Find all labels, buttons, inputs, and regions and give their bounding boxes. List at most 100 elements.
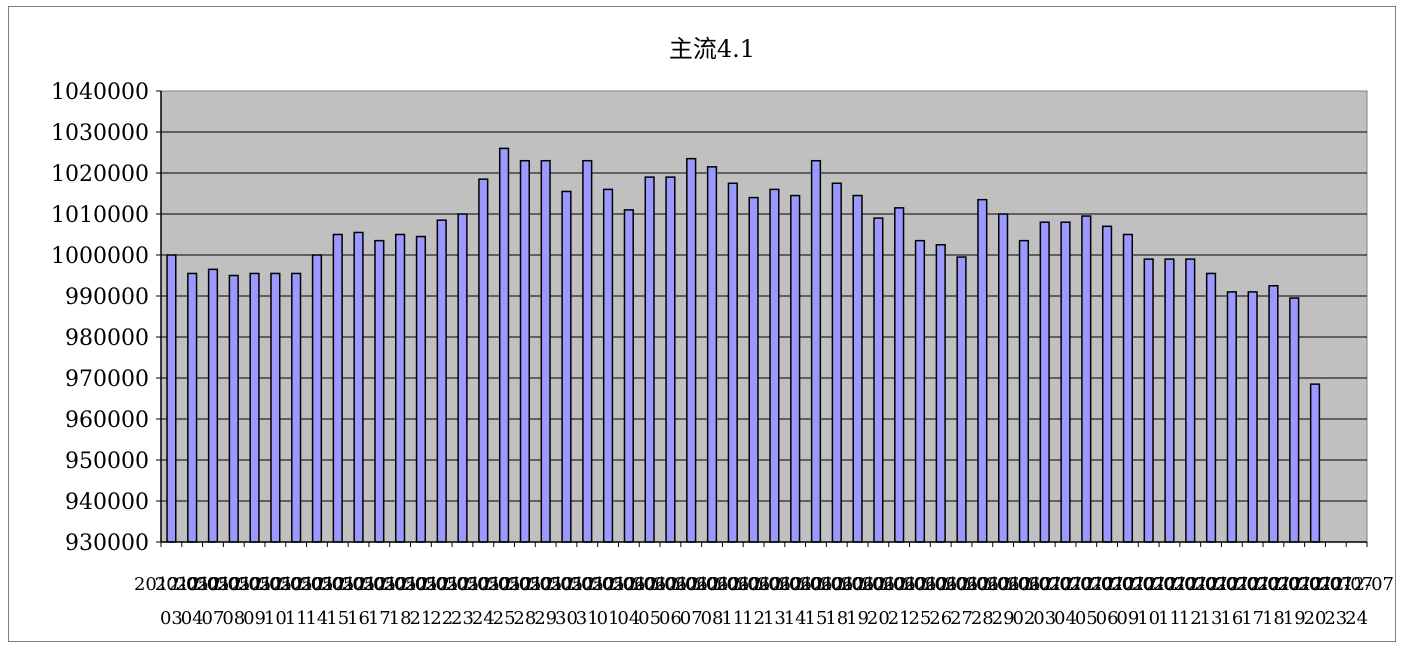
x-tick-label: 2012-06 (924, 574, 999, 595)
x-tick-label: 2012-06 (799, 574, 874, 595)
bar (166, 254, 177, 543)
x-tick-label: 2012-06 (758, 574, 833, 595)
bar (311, 254, 323, 543)
x-tick-label: 2012-07 (1298, 574, 1373, 595)
x-tick-label: 2012-07 (1049, 574, 1124, 595)
x-tick-label-day: 31 (576, 608, 599, 629)
x-tick-label: 2012-05 (487, 574, 562, 595)
y-tick-label: 950000 (65, 449, 149, 474)
x-tick-label-day: 12 (742, 608, 765, 629)
y-tick-label: 940000 (65, 490, 149, 515)
bar (1205, 272, 1217, 543)
x-tick-label: 2012-06 (883, 574, 958, 595)
x-tick-label-day: 09 (243, 608, 266, 629)
x-tick-label-day: 16 (347, 608, 370, 629)
x-tick-label: 2012-06 (716, 574, 791, 595)
x-tick-label: 2012-05 (342, 574, 417, 595)
x-tick-label-day: 20 (1304, 608, 1327, 629)
x-tick-label-day: 23 (1324, 608, 1347, 629)
bar (374, 239, 385, 543)
x-tick-label-day: 06 (659, 608, 682, 629)
x-tick-label: 2012-06 (695, 574, 770, 595)
bar (1039, 221, 1050, 543)
x-tick-label-day: 06 (1096, 608, 1119, 629)
bar (686, 157, 697, 543)
y-tick-label: 1030000 (51, 121, 149, 146)
bar (187, 272, 198, 543)
bar (956, 256, 967, 543)
x-tick-label: 2012-05 (259, 574, 334, 595)
bar (436, 219, 447, 543)
x-axis: 2012-05032012-05042012-05072012-05082012… (134, 541, 1394, 629)
bar (665, 176, 676, 543)
x-tick-label: 2012-05 (425, 574, 500, 595)
bar (810, 159, 822, 543)
bar (852, 194, 863, 543)
x-tick-label-day: 09 (1116, 608, 1139, 629)
bar (769, 188, 780, 543)
bar (1226, 291, 1237, 543)
bar (415, 235, 427, 543)
y-tick-label: 1000000 (51, 244, 149, 269)
x-tick-label-day: 01 (597, 608, 620, 629)
x-tick-label-day: 18 (389, 608, 412, 629)
x-tick-label-day: 28 (513, 608, 536, 629)
x-tick-label-day: 02 (1012, 608, 1035, 629)
x-tick-label: 2012-07 (1319, 574, 1394, 595)
bar (291, 272, 302, 543)
x-tick-label-day: 26 (929, 608, 952, 629)
bar (831, 182, 842, 543)
bar (1060, 221, 1071, 543)
y-tick-label: 960000 (65, 408, 149, 433)
x-tick-label: 2012-07 (1007, 574, 1082, 595)
bar (873, 217, 884, 543)
x-tick-label-day: 07 (202, 608, 225, 629)
x-tick-label-day: 04 (1054, 608, 1077, 629)
x-tick-label-day: 03 (160, 608, 183, 629)
bar (270, 272, 281, 543)
bar (561, 190, 572, 543)
bar (623, 209, 634, 543)
x-tick-label: 2012-07 (1070, 574, 1145, 595)
x-tick-label: 2012-06 (779, 574, 854, 595)
x-tick-label: 2012-07 (1278, 574, 1353, 595)
x-tick-label-day: 10 (264, 608, 287, 629)
chart-title: 主流4.1 (669, 35, 755, 63)
x-tick-label: 2012-05 (217, 574, 292, 595)
bar (1185, 258, 1196, 543)
bars (166, 147, 1321, 543)
y-tick-label: 1040000 (51, 80, 149, 105)
bar (644, 176, 655, 543)
bar (249, 272, 260, 543)
x-tick-label: 2012-05 (280, 574, 355, 595)
x-tick-label-day: 27 (950, 608, 973, 629)
x-tick-label-day: 13 (763, 608, 786, 629)
x-tick-label: 2012-06 (591, 574, 666, 595)
x-tick-label-day: 19 (846, 608, 869, 629)
x-tick-label-day: 13 (1200, 608, 1223, 629)
x-tick-label-day: 08 (222, 608, 245, 629)
x-tick-label: 2012-05 (176, 574, 251, 595)
x-tick-label: 2012-07 (1174, 574, 1249, 595)
y-tick-label: 970000 (65, 367, 149, 392)
y-tick-label: 1010000 (51, 203, 149, 228)
x-tick-label-day: 05 (638, 608, 661, 629)
x-tick-label-day: 11 (721, 608, 744, 629)
x-tick-label-day: 04 (617, 608, 640, 629)
bar (894, 207, 905, 543)
bar (1164, 258, 1175, 543)
x-tick-label-day: 21 (409, 608, 432, 629)
x-tick-label: 2012-07 (1132, 574, 1207, 595)
x-tick-label: 2012-06 (945, 574, 1020, 595)
bar (228, 274, 239, 543)
x-tick-label: 2012-05 (508, 574, 583, 595)
x-tick-label: 2012-05 (155, 574, 230, 595)
x-tick-label: 2012-07 (1257, 574, 1332, 595)
x-tick-label-day: 23 (451, 608, 474, 629)
x-tick-label: 2012-06 (862, 574, 937, 595)
x-tick-label-day: 14 (784, 608, 807, 629)
x-tick-label-day: 24 (1345, 608, 1368, 629)
bar (914, 239, 926, 543)
x-tick-label-day: 17 (1241, 608, 1264, 629)
